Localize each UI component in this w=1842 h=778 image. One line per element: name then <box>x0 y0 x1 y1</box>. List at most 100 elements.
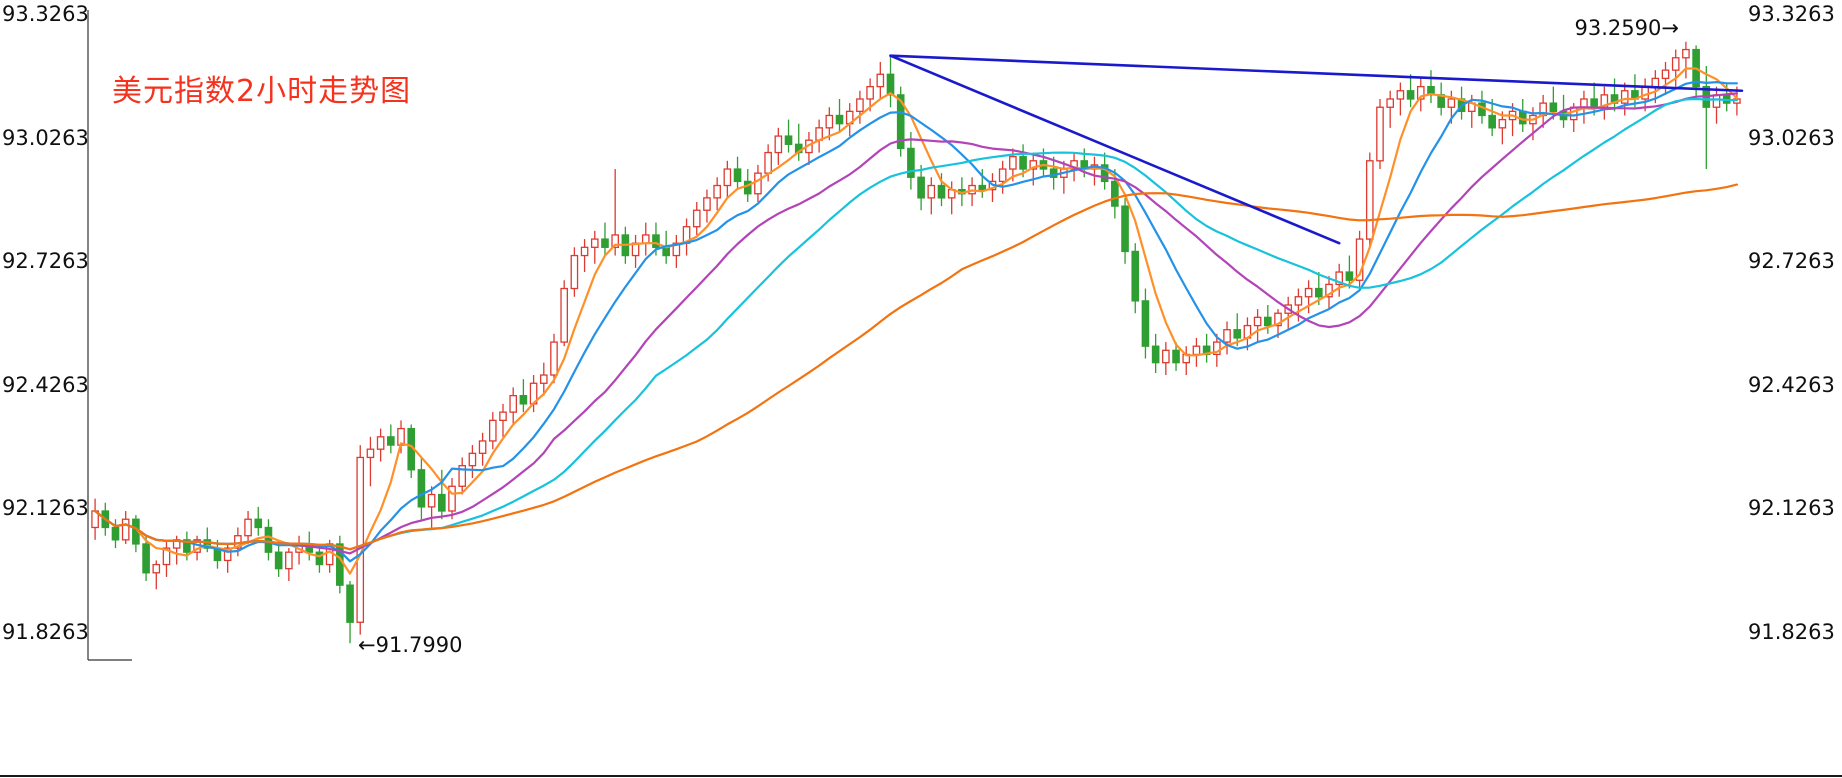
candle-body <box>468 452 477 467</box>
y-axis-label-left: 92.4263 <box>2 372 89 397</box>
candle-body <box>1314 287 1323 298</box>
candle-body <box>274 551 283 570</box>
candle-body <box>244 518 252 537</box>
candle-body <box>692 209 701 228</box>
candle-body <box>1162 349 1170 364</box>
y-axis-label-left: 92.1263 <box>2 496 89 521</box>
candle-body <box>366 448 375 459</box>
ma-line-ma30 <box>93 97 1739 551</box>
y-axis-label-right: 92.4263 <box>1748 372 1835 397</box>
ma-line-ma60 <box>93 183 1739 551</box>
candle-body <box>142 543 150 574</box>
candle-body <box>652 234 660 248</box>
candle-body <box>1661 69 1670 80</box>
candle-body <box>733 168 742 183</box>
y-axis-label-left: 91.8263 <box>2 620 89 644</box>
candle-body <box>111 526 120 541</box>
candle-body <box>550 341 558 376</box>
candle-body <box>152 563 161 574</box>
candle-body <box>1049 168 1058 178</box>
candle-body <box>448 485 456 512</box>
high-price-annotation: 93.2590→ <box>1574 15 1679 40</box>
candle-body <box>1488 114 1496 129</box>
candle-body <box>1233 329 1242 339</box>
candle-body <box>427 493 436 508</box>
candle-body <box>488 419 497 442</box>
candle-body <box>1264 316 1272 327</box>
candle-body <box>1304 287 1313 298</box>
candle-body <box>539 374 548 384</box>
candle-body <box>1365 160 1374 240</box>
candle-body <box>1682 48 1690 59</box>
y-axis-label-right: 93.0263 <box>1748 125 1835 150</box>
candle-body <box>1325 283 1333 298</box>
candle-body <box>907 147 915 178</box>
candle-body <box>570 254 579 290</box>
candle-body <box>703 197 711 211</box>
ma-line-ma20 <box>93 92 1739 555</box>
candle-body <box>264 526 273 553</box>
candle-body <box>611 234 619 248</box>
candle-body <box>387 436 395 446</box>
candle-body <box>376 436 385 450</box>
trendline-1 <box>889 54 1744 93</box>
candle-body <box>784 135 793 145</box>
candle-body <box>1345 271 1354 281</box>
candle-body <box>1416 85 1425 100</box>
candle-body <box>1651 77 1660 88</box>
candle-body <box>641 234 650 244</box>
candle-body <box>1111 180 1119 207</box>
candle-body <box>1671 57 1680 71</box>
candle-body <box>1253 316 1262 327</box>
candle-body <box>1100 164 1109 183</box>
candle-body <box>458 465 467 487</box>
candle-body <box>1590 98 1598 108</box>
candle-body <box>723 168 732 187</box>
candle-body <box>927 184 936 199</box>
candle-body <box>509 394 518 413</box>
candle-body <box>438 493 446 512</box>
candle-body <box>254 518 263 529</box>
candle-body <box>917 176 925 199</box>
low-price-annotation: ←91.7990 <box>358 633 463 658</box>
candle-body <box>203 539 212 549</box>
candle-body <box>183 539 191 553</box>
candle-body <box>1009 156 1017 170</box>
candle-body <box>1141 300 1150 347</box>
candle-body <box>1294 296 1303 306</box>
candle-body <box>1070 160 1078 170</box>
candle-body <box>285 551 293 570</box>
candle-body <box>886 73 895 96</box>
candle-body <box>998 168 1007 183</box>
candle-body <box>580 246 589 257</box>
candle-body <box>856 98 864 113</box>
candle-body <box>590 238 599 248</box>
ma-line-ma10 <box>93 80 1739 563</box>
candle-body <box>1121 205 1129 253</box>
candle-body <box>1151 345 1160 364</box>
candle-body <box>1406 90 1415 100</box>
candle-body <box>1131 250 1140 302</box>
candle-body <box>896 94 905 150</box>
candle-body <box>601 238 609 248</box>
candle-body <box>825 114 834 129</box>
candle-body <box>417 469 426 508</box>
y-axis-label-right: 91.8263 <box>1748 620 1835 644</box>
candle-body <box>1386 98 1394 108</box>
candle-body <box>1376 106 1384 162</box>
candle-body <box>1498 118 1507 129</box>
candle-body <box>519 394 528 405</box>
trendline-2 <box>889 54 1341 245</box>
candle-body <box>866 85 874 100</box>
y-axis-label-left: 93.3263 <box>2 2 89 26</box>
y-axis-label-right: 93.3263 <box>1748 2 1835 26</box>
candle-body <box>764 151 772 174</box>
candle-body <box>1355 238 1364 281</box>
candle-body <box>121 518 130 541</box>
candle-body <box>1447 98 1456 108</box>
candle-body <box>560 287 568 343</box>
y-axis-label-left: 93.0263 <box>2 125 89 150</box>
candle-body <box>1192 345 1201 356</box>
